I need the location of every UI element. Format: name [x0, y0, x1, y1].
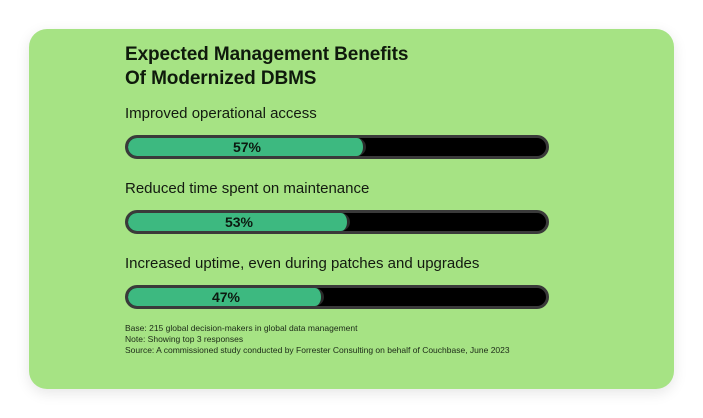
footnotes: Base: 215 global decision-makers in glob…: [125, 323, 510, 356]
bar: [128, 288, 324, 306]
bar-track: 47%: [125, 285, 549, 309]
chart-card: Expected Management Benefits Of Moderniz…: [29, 29, 674, 389]
bar-label: Increased uptime, even during patches an…: [125, 255, 480, 272]
bar-track: 57%: [125, 135, 549, 159]
bar-label: Improved operational access: [125, 105, 317, 122]
chart-title-line-1: Expected Management Benefits: [125, 44, 409, 65]
footnote-note: Note: Showing top 3 responses: [125, 334, 244, 344]
bar-label: Reduced time spent on maintenance: [125, 180, 370, 197]
bar-track: 53%: [125, 210, 549, 234]
bar: [128, 138, 366, 156]
bar-value-label: 53%: [224, 214, 254, 230]
bar: [128, 213, 350, 231]
footnote-source: Source: A commissioned study conducted b…: [125, 345, 510, 355]
footnote-base: Base: 215 global decision-makers in glob…: [125, 323, 358, 333]
bar-value-label: 47%: [211, 289, 241, 305]
chart-title-line-2: Of Modernized DBMS: [125, 68, 317, 89]
chart-title: Expected Management Benefits Of Moderniz…: [125, 43, 408, 91]
bar-value-label: 57%: [232, 139, 262, 155]
